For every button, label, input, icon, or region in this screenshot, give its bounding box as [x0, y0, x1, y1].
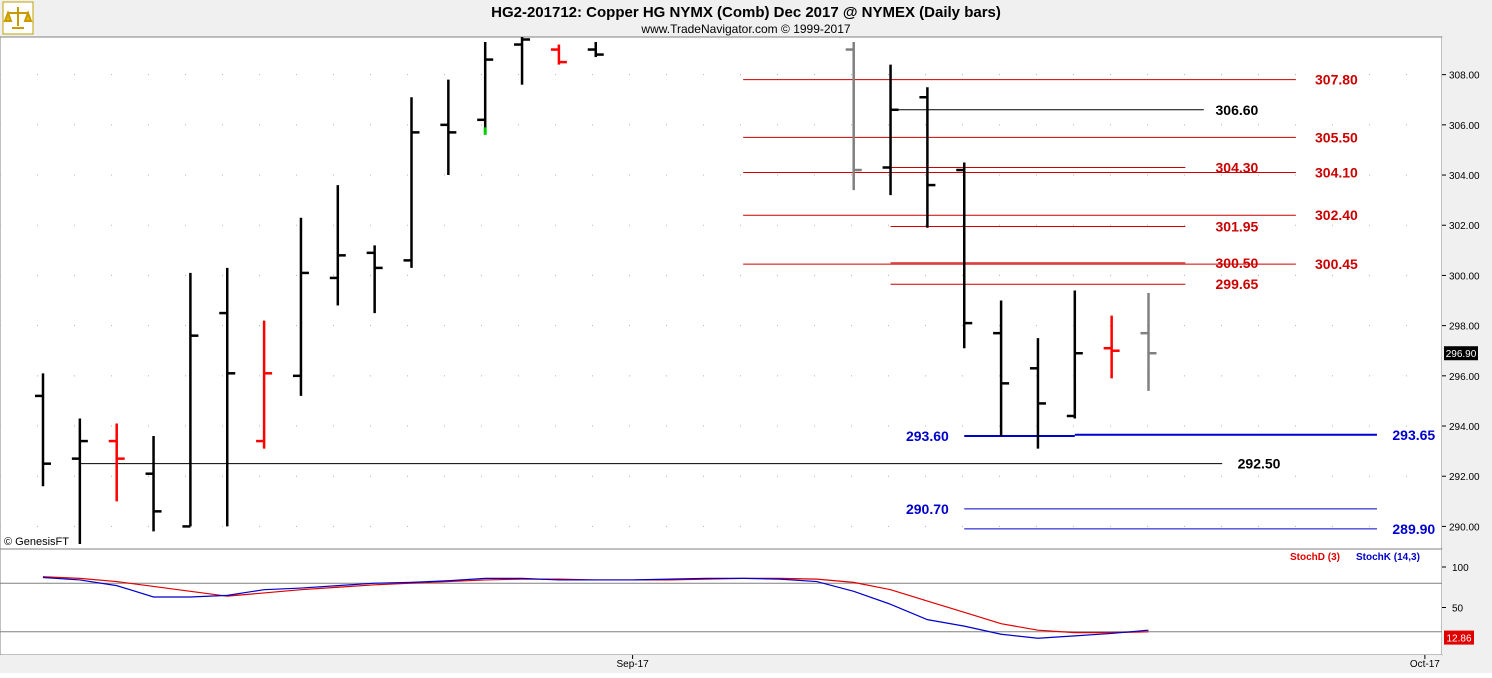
ohlc-bar	[35, 373, 51, 487]
price-tick-label: 290.00	[1449, 522, 1480, 533]
ohlc-bar	[845, 42, 862, 191]
ohlc-bar	[329, 185, 346, 306]
level-label: 299.65	[1216, 276, 1259, 292]
date-axis[interactable]: Sep-17 Oct-17	[616, 655, 1440, 670]
ohlc-bar	[956, 162, 973, 349]
ohlc-bar	[550, 44, 567, 65]
copyright-label: © GenesisFT	[4, 536, 69, 548]
level-label: 305.50	[1315, 129, 1358, 145]
last-price-box	[1444, 346, 1478, 361]
ohlc-bar	[219, 267, 236, 527]
price-tick-label: 302.00	[1449, 221, 1480, 232]
ohlc-bar	[256, 320, 273, 449]
price-axis[interactable]: 290.00 292.00 294.00 296.00 298.00 300.00 302.…	[1442, 37, 1492, 549]
legend-stochk: StochK (14,3)	[1356, 552, 1420, 563]
chart-title: HG2-201712: Copper HG NYMX (Comb) Dec 20…	[491, 4, 1001, 21]
price-tick-label: 306.00	[1449, 121, 1480, 132]
ohlc-bar	[292, 217, 309, 396]
date-tick-label: Oct-17	[1410, 659, 1440, 670]
price-tick-label: 296.00	[1449, 372, 1480, 383]
price-tick-label: 308.00	[1449, 71, 1480, 82]
level-label: 300.50	[1216, 255, 1259, 271]
price-tick-label: 298.00	[1449, 322, 1480, 333]
ohlc-bar	[882, 64, 899, 196]
ohlc-bar	[1103, 315, 1120, 379]
stochastic-tick-label: 50	[1452, 604, 1464, 615]
ohlc-bar	[1029, 338, 1046, 449]
stochastic-panel	[0, 548, 1443, 656]
price-axis-background	[1442, 37, 1492, 549]
stochastic-last-value-box	[1444, 630, 1474, 645]
app-logo[interactable]	[2, 1, 34, 35]
price-bars	[35, 37, 1157, 544]
header: HG2-201712: Copper HG NYMX (Comb) Dec 20…	[0, 0, 1492, 37]
ohlc-bar	[514, 37, 531, 85]
level-label: 304.30	[1216, 160, 1259, 176]
ohlc-bar	[182, 272, 199, 528]
stochastic-last-value: 12.86	[1446, 634, 1471, 645]
date-tick-label: Sep-17	[616, 659, 649, 670]
level-label: 300.45	[1315, 256, 1358, 272]
ohlc-bar	[145, 436, 162, 532]
level-label: 304.10	[1315, 165, 1358, 181]
level-label: 302.40	[1315, 207, 1358, 223]
ohlc-bar	[1066, 290, 1083, 419]
ohlc-bar	[1140, 293, 1157, 391]
ohlc-bar	[440, 79, 457, 176]
level-label: 306.60	[1216, 102, 1259, 118]
support-resistance-levels: 307.80 306.60 305.50 304.30 304.10 302.40 301.…	[79, 72, 1435, 537]
legend-stochd: StochD (3)	[1290, 552, 1340, 563]
ohlc-bar	[108, 423, 125, 502]
header-background	[0, 0, 1492, 37]
price-tick-label: 304.00	[1449, 171, 1480, 182]
level-label: 293.65	[1392, 427, 1435, 443]
level-label: 307.80	[1315, 72, 1358, 88]
price-tick-label: 294.00	[1449, 422, 1480, 433]
stochastic-series-line	[42, 576, 1149, 639]
stochastic-legend: StochD (3) StochK (14,3)	[1290, 552, 1420, 563]
level-label: 292.50	[1238, 456, 1281, 472]
level-label: 293.60	[906, 428, 949, 444]
last-price-label: 296.90	[1446, 349, 1477, 360]
price-tick-label: 300.00	[1449, 271, 1480, 282]
date-axis-background	[0, 655, 1442, 673]
stochastic-lines	[0, 576, 1442, 639]
ohlc-bar	[477, 42, 494, 133]
level-label: 289.90	[1392, 521, 1435, 537]
level-label: 290.70	[906, 501, 949, 517]
chart-subtitle: www.TradeNavigator.com © 1999-2017	[640, 22, 850, 36]
price-tick-label: 292.00	[1449, 472, 1480, 483]
ohlc-bar	[366, 245, 383, 314]
ohlc-bar	[993, 300, 1010, 437]
scales-icon	[3, 7, 33, 29]
ohlc-bar	[71, 418, 88, 544]
stochastic-axis[interactable]: 100 50 12.86	[1442, 549, 1492, 655]
ohlc-bar	[403, 97, 420, 268]
level-label: 301.95	[1216, 218, 1259, 234]
ohlc-bar	[587, 42, 604, 58]
ohlc-bar	[919, 87, 936, 228]
stochastic-tick-label: 100	[1452, 563, 1469, 574]
